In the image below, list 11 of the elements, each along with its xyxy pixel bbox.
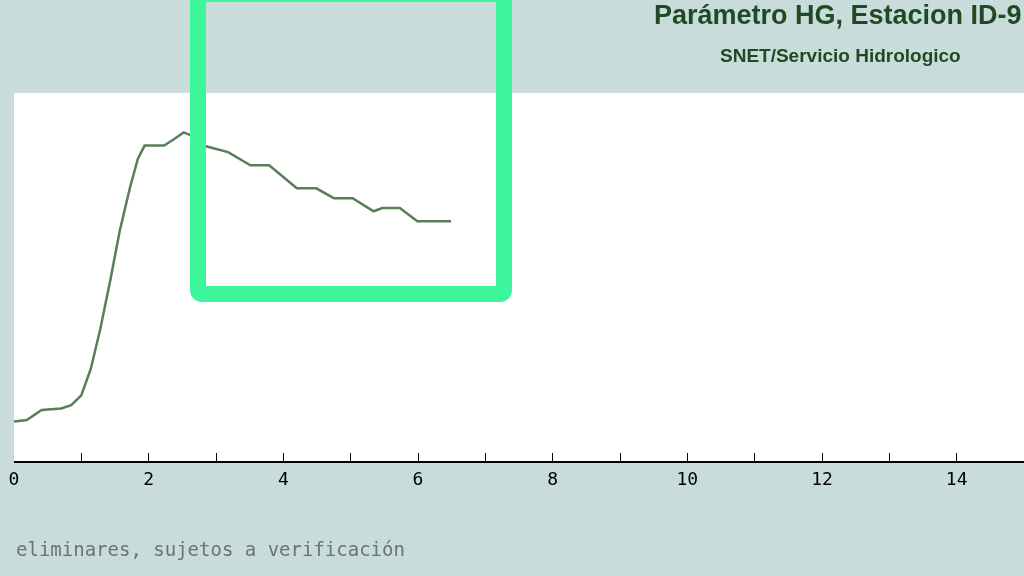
x-tick-label: 0 <box>8 467 20 489</box>
x-tick-label: 10 <box>676 467 699 489</box>
text: eliminares, sujetos a verificación <box>16 538 405 560</box>
x-tick-label: 8 <box>547 467 559 489</box>
chart-title: Parámetro HG, Estacion ID-9 <box>654 0 1022 30</box>
x-tick-label: 14 <box>945 467 968 489</box>
x-tick-label: 6 <box>412 467 424 489</box>
x-tick-label: 2 <box>143 467 155 489</box>
x-tick-label: 12 <box>811 467 833 489</box>
x-tick-label: 4 <box>277 467 289 489</box>
chart-subtitle: SNET/Servicio Hidrologico <box>720 45 961 66</box>
